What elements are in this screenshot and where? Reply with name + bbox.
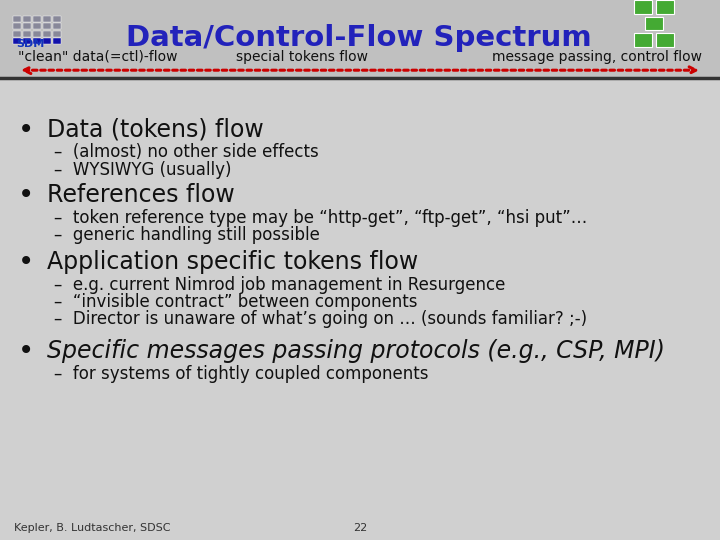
Bar [13,31,21,37]
Bar [43,16,51,22]
Bar [13,23,21,29]
Text: –  “invisible contract” between components: – “invisible contract” between component… [54,293,418,311]
Text: "clean" data(=ctl)-flow: "clean" data(=ctl)-flow [18,50,178,64]
Text: Specific messages passing protocols (e.g., CSP, MPI): Specific messages passing protocols (e.g… [47,339,665,363]
Bar [43,23,51,29]
Text: –  (almost) no other side effects: – (almost) no other side effects [54,143,319,161]
Text: Data (tokens) flow: Data (tokens) flow [47,118,264,141]
Bar [23,23,31,29]
Bar [43,31,51,37]
Text: •: • [18,337,35,365]
Bar [33,31,41,37]
Text: –  token reference type may be “http-get”, “ftp-get”, “hsi put”…: – token reference type may be “http-get”… [54,209,588,227]
Bar [23,38,31,44]
Bar [43,38,51,44]
Text: Kepler, B. Ludtascher, SDSC: Kepler, B. Ludtascher, SDSC [14,523,171,533]
Text: •: • [18,248,35,276]
Text: –  WYSIWYG (usually): – WYSIWYG (usually) [54,160,232,179]
Text: Application specific tokens flow: Application specific tokens flow [47,250,418,274]
Bar [13,16,21,22]
Bar [634,0,652,14]
Text: message passing, control flow: message passing, control flow [492,50,702,64]
Text: special tokens flow: special tokens flow [236,50,369,64]
Bar [23,31,31,37]
Bar [634,33,652,47]
Text: 22: 22 [353,523,367,533]
Text: –  for systems of tightly coupled components: – for systems of tightly coupled compone… [54,364,428,383]
Bar [53,38,61,44]
Bar [23,16,31,22]
Text: •: • [18,116,35,144]
Text: SDM: SDM [17,39,45,49]
Bar [0,0,720,78]
Bar [33,23,41,29]
Bar [53,16,61,22]
Text: •: • [18,181,35,210]
Bar [656,0,674,14]
Text: –  e.g. current Nimrod job management in Resurgence: – e.g. current Nimrod job management in … [54,275,505,294]
Bar [13,38,21,44]
Text: –  generic handling still possible: – generic handling still possible [54,226,320,245]
Bar [53,23,61,29]
Text: References flow: References flow [47,184,235,207]
Bar [656,33,674,47]
Bar [33,38,41,44]
Text: –  Director is unaware of what’s going on … (sounds familiar? ;-): – Director is unaware of what’s going on… [54,310,587,328]
Bar [33,16,41,22]
Bar [645,17,662,30]
Text: Data/Control-Flow Spectrum: Data/Control-Flow Spectrum [126,24,592,52]
Bar [53,31,61,37]
